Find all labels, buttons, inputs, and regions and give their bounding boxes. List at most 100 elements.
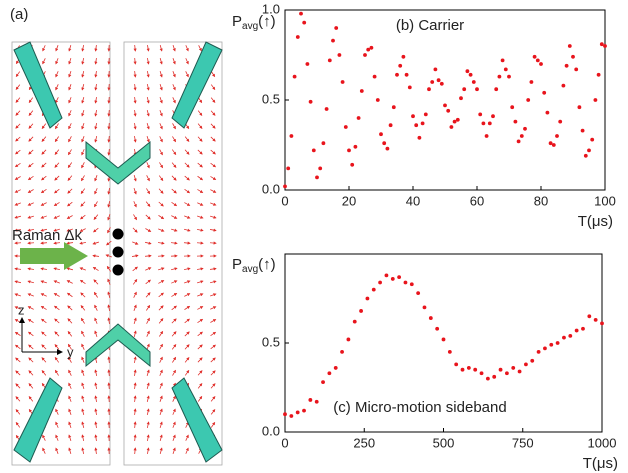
field-arrow xyxy=(159,71,163,78)
data-point xyxy=(311,148,316,153)
data-point xyxy=(379,132,383,137)
ion xyxy=(112,228,124,240)
field-arrow xyxy=(40,293,47,297)
field-arrow xyxy=(94,188,98,195)
field-arrow xyxy=(53,202,60,207)
x-axis-label: T(μs) xyxy=(578,213,613,230)
chart-title: (c) Micro-motion sideband xyxy=(333,399,506,416)
field-arrow xyxy=(28,344,34,350)
field-arrow xyxy=(68,97,72,104)
field-arrow xyxy=(183,267,191,271)
field-arrow xyxy=(146,317,150,324)
data-point xyxy=(428,316,433,320)
data-point xyxy=(391,105,396,110)
data-point xyxy=(378,280,382,285)
field-arrow xyxy=(132,278,138,285)
field-arrow xyxy=(107,187,111,195)
field-arrow xyxy=(210,370,216,376)
field-arrow xyxy=(197,370,203,376)
field-arrow xyxy=(41,175,47,181)
data-point xyxy=(289,414,294,418)
data-point xyxy=(603,44,607,48)
field-arrow xyxy=(133,122,137,130)
field-arrow xyxy=(27,306,34,310)
data-point xyxy=(395,72,399,77)
data-point xyxy=(466,366,471,370)
field-arrow xyxy=(40,318,47,324)
data-point xyxy=(327,58,332,63)
data-point xyxy=(526,98,531,102)
field-arrow xyxy=(133,83,137,91)
field-arrow xyxy=(28,357,34,363)
field-arrow xyxy=(210,97,216,103)
field-arrow xyxy=(14,176,21,180)
field-arrow xyxy=(184,318,190,324)
field-arrow xyxy=(146,136,150,143)
field-arrow xyxy=(171,201,178,207)
data-point xyxy=(308,398,313,402)
field-arrow xyxy=(133,317,137,324)
field-arrow xyxy=(159,408,163,415)
field-arrow xyxy=(197,202,204,206)
field-arrow xyxy=(146,188,150,195)
field-arrow xyxy=(107,317,111,325)
field-arrow xyxy=(27,267,35,271)
field-arrow xyxy=(197,293,204,297)
data-point xyxy=(507,74,511,79)
y-tick-label: 0.0 xyxy=(262,423,280,438)
field-arrow xyxy=(68,71,72,78)
field-arrow xyxy=(146,123,150,130)
field-arrow xyxy=(171,305,177,311)
field-arrow xyxy=(210,215,217,219)
field-arrow xyxy=(42,58,46,65)
field-arrow xyxy=(184,331,190,337)
field-arrow xyxy=(170,267,178,271)
field-arrow xyxy=(14,293,21,297)
data-point xyxy=(574,328,579,333)
field-arrow xyxy=(146,109,150,117)
data-point xyxy=(334,26,339,30)
field-arrow xyxy=(197,382,203,389)
field-arrow xyxy=(184,305,191,310)
field-arrow xyxy=(145,292,151,298)
data-point xyxy=(352,319,357,324)
field-arrow xyxy=(41,162,47,168)
field-arrow xyxy=(68,382,72,389)
field-arrow xyxy=(210,357,216,363)
field-arrow xyxy=(158,215,165,220)
data-point xyxy=(340,350,344,354)
field-arrow xyxy=(15,110,21,116)
data-point xyxy=(439,81,444,86)
y-tick-label: 0.5 xyxy=(262,91,280,106)
data-point xyxy=(327,371,332,376)
field-arrow xyxy=(92,267,99,271)
field-arrow xyxy=(28,136,34,142)
data-point xyxy=(481,121,486,126)
data-point xyxy=(513,119,518,124)
data-point xyxy=(536,350,541,354)
field-arrow xyxy=(42,434,46,441)
data-point xyxy=(390,277,395,281)
field-arrow xyxy=(184,215,191,219)
field-arrow xyxy=(197,149,203,155)
field-arrow xyxy=(197,215,204,219)
x-tick-label: 250 xyxy=(353,435,375,450)
field-arrow xyxy=(94,421,98,429)
field-arrow xyxy=(55,447,59,454)
field-arrow xyxy=(94,135,98,143)
trap-diagram: (a) Raman Δk z y xyxy=(10,6,223,466)
field-arrow xyxy=(197,344,203,350)
field-arrow xyxy=(67,162,73,169)
field-arrow xyxy=(15,136,21,142)
field-arrow xyxy=(15,383,21,389)
field-arrow xyxy=(185,447,189,454)
y-axis-label: Pavg(↑) xyxy=(232,256,276,275)
field-arrow xyxy=(172,395,176,402)
data-point xyxy=(590,137,595,142)
field-arrow xyxy=(184,357,190,363)
field-arrow xyxy=(81,110,85,117)
field-arrow xyxy=(210,306,217,310)
field-arrow xyxy=(172,45,176,52)
field-arrow xyxy=(66,215,73,219)
field-arrow xyxy=(172,434,176,441)
